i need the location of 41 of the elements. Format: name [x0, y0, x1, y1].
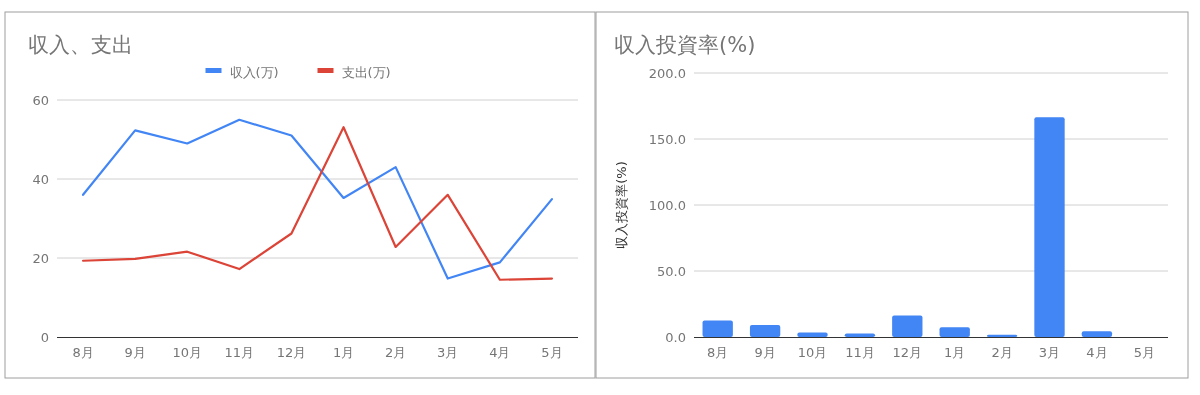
- x-tick-label: 11月: [845, 345, 875, 360]
- x-tick-label: 4月: [489, 345, 511, 360]
- y-tick-label: 20: [32, 251, 49, 266]
- bar: [702, 320, 733, 337]
- x-tick-label: 9月: [124, 345, 146, 360]
- legend-label: 収入(万): [229, 65, 279, 80]
- y-tick-label: 0.0: [665, 330, 686, 345]
- y-tick-label: 150.0: [648, 132, 686, 147]
- x-tick-label: 11月: [224, 345, 255, 360]
- x-tick-label: 1月: [332, 345, 355, 360]
- x-tick-label: 3月: [437, 345, 459, 360]
- bar: [1081, 331, 1113, 337]
- legend-label: 支出(万): [341, 65, 391, 80]
- y-tick-label: 0: [40, 330, 49, 345]
- x-tick-label: 2月: [385, 345, 407, 360]
- y-tick-label: 100.0: [648, 198, 686, 213]
- x-tick-label: 4月: [1086, 345, 1108, 360]
- y-axis-title: 収入投資率(%): [614, 161, 629, 249]
- bar: [892, 315, 923, 337]
- x-tick-label: 9月: [754, 345, 776, 360]
- x-tick-label: 5月: [541, 345, 563, 360]
- x-tick-label: 5月: [1133, 345, 1155, 360]
- y-tick-label: 200.0: [648, 66, 686, 81]
- bar: [797, 332, 828, 337]
- y-tick-label: 40: [32, 172, 49, 187]
- chart-title: 収入投資率(%): [614, 33, 756, 57]
- x-tick-label: 3月: [1038, 345, 1061, 360]
- x-tick-label: 10月: [172, 345, 203, 360]
- x-tick-label: 2月: [991, 345, 1013, 360]
- x-tick-label: 8月: [72, 345, 94, 360]
- y-tick-label: 50.0: [657, 264, 686, 279]
- x-tick-label: 10月: [797, 345, 828, 360]
- x-tick-label: 8月: [707, 345, 729, 360]
- x-tick-label: 12月: [276, 345, 307, 360]
- y-tick-label: 60: [32, 93, 49, 108]
- x-tick-label: 1月: [944, 345, 966, 360]
- chart-title: 収入、支出: [28, 33, 133, 57]
- x-tick-label: 12月: [892, 345, 923, 360]
- bar: [939, 327, 970, 337]
- bar: [749, 325, 781, 337]
- bar: [1034, 117, 1065, 337]
